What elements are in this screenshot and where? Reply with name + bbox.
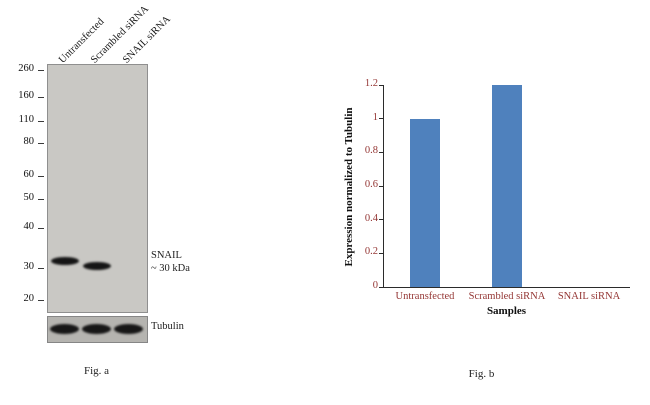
y-tick-mark: [379, 252, 384, 254]
y-tick-mark: [379, 118, 384, 120]
mw-tick-mark: [38, 228, 44, 229]
snail-band-annotation-line1: SNAIL: [151, 250, 182, 261]
tubulin-band-untransfected: [50, 324, 79, 334]
bar-scrambled-sirna: [492, 85, 522, 287]
western-blot-tubulin: [47, 316, 148, 343]
mw-marker-label: 40: [23, 221, 35, 232]
y-tick-mark: [379, 151, 384, 153]
y-tick-label: 0.4: [364, 212, 378, 224]
bar-chart-plot-area: 0 0.2 0.4 0.6 0.8 1 1.2 Untransfected Scrambled …: [365, 78, 630, 302]
tubulin-band-snail-sirna: [114, 324, 143, 334]
mw-marker-label: 30: [23, 261, 35, 272]
lane-label: Scrambled siRNA: [89, 3, 152, 66]
y-tick-mark: [379, 84, 384, 86]
y-tick-label: 0.8: [364, 145, 378, 157]
mw-marker-label: 160: [18, 90, 34, 101]
bar-untransfected: [410, 118, 440, 287]
y-tick-label: 1: [372, 111, 378, 123]
mw-tick-mark: [38, 176, 44, 177]
mw-marker-label: 110: [18, 114, 34, 125]
mw-marker-label: 260: [18, 63, 34, 74]
y-tick-label: 0.2: [364, 246, 378, 258]
y-tick-label: 1.2: [364, 78, 378, 89]
mw-marker-label: 20: [23, 293, 35, 304]
snail-band-annotation: SNAIL ~ 30 kDa: [151, 249, 190, 275]
y-tick-mark: [379, 286, 384, 288]
x-category-label: SNAIL siRNA: [557, 291, 621, 302]
tubulin-band-scrambled-sirna: [82, 324, 111, 334]
mw-tick-mark: [38, 199, 44, 200]
mw-tick-mark: [38, 70, 44, 71]
x-category-label: Untransfected: [395, 291, 455, 302]
y-tick-mark: [379, 219, 384, 221]
mw-tick-mark: [38, 121, 44, 122]
snail-band-annotation-line2: ~ 30 kDa: [151, 263, 190, 274]
x-axis-title: Samples: [486, 305, 527, 317]
fig-b-caption: Fig. b: [468, 368, 495, 380]
mw-tick-mark: [38, 97, 44, 98]
mw-marker-label: 60: [23, 169, 35, 180]
fig-a-caption: Fig. a: [83, 365, 110, 377]
western-blot-snail: [47, 64, 148, 313]
mw-tick-mark: [38, 268, 44, 269]
mw-marker-label: 50: [23, 192, 35, 203]
snail-band-scrambled-sirna: [83, 262, 111, 270]
tubulin-label: Tubulin: [151, 321, 184, 332]
y-tick-label: 0: [372, 280, 378, 291]
y-tick-label: 0.6: [364, 179, 378, 190]
mw-tick-mark: [38, 143, 44, 144]
y-tick-mark: [379, 185, 384, 187]
x-category-label: Scrambled siRNA: [468, 291, 546, 302]
mw-marker-label: 80: [23, 136, 35, 147]
snail-band-untransfected: [51, 257, 79, 265]
mw-tick-mark: [38, 300, 44, 301]
